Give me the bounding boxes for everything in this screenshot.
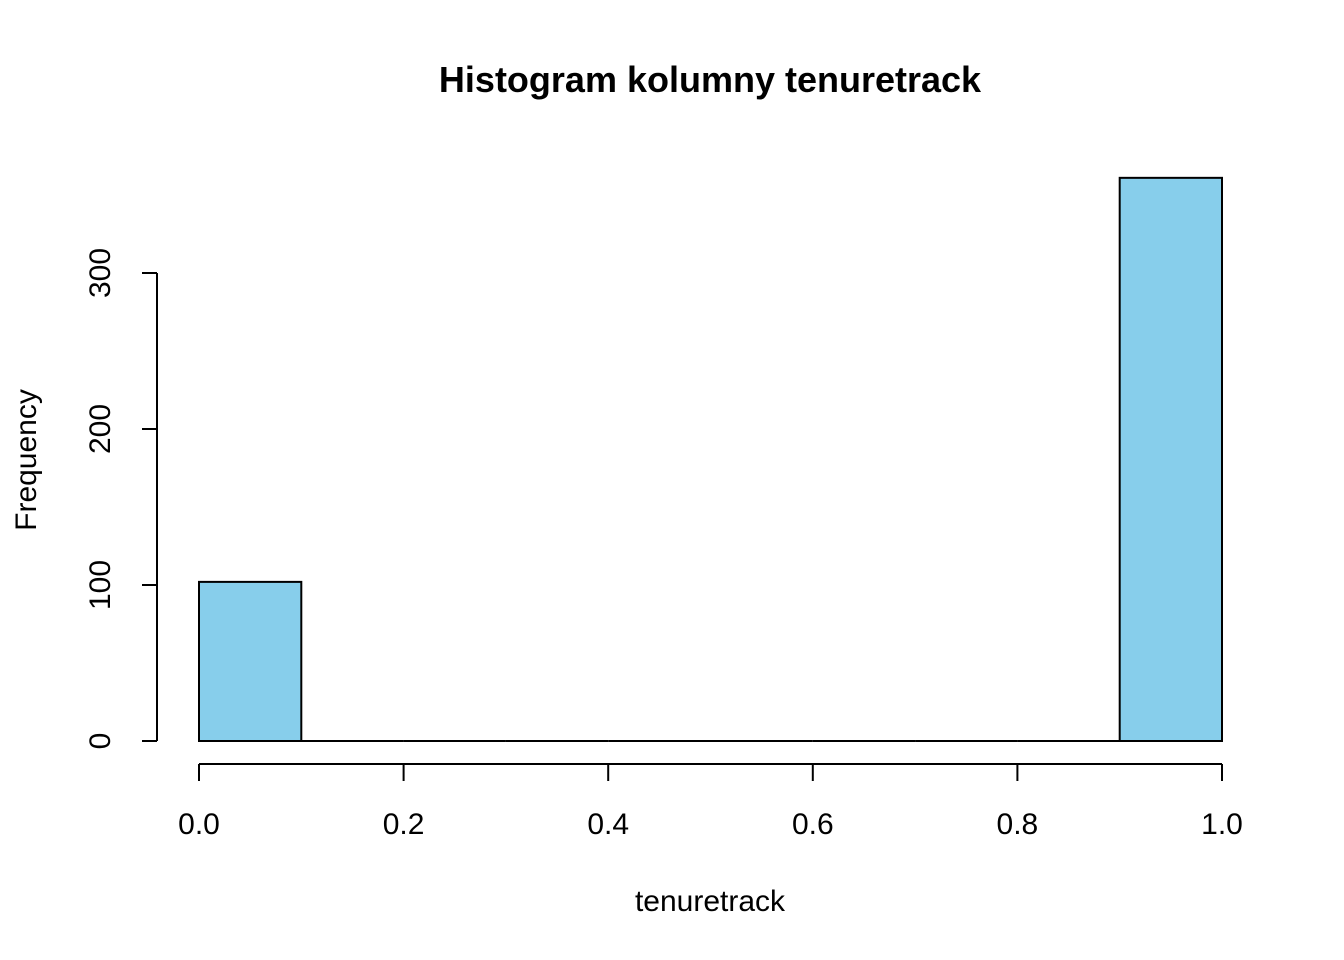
y-tick-label: 0: [84, 733, 117, 750]
chart-title: Histogram kolumny tenuretrack: [439, 59, 982, 100]
bars-group: [198, 176, 1223, 742]
x-axis-label: tenuretrack: [635, 885, 786, 918]
y-axis-label: Frequency: [10, 389, 43, 531]
x-tick-label: 0.6: [792, 808, 834, 841]
histogram-bar-0: [198, 580, 303, 742]
x-tick-label: 0.8: [997, 808, 1039, 841]
histogram-bar-9: [1118, 176, 1223, 742]
x-tick-label: 0.2: [383, 808, 425, 841]
x-axis: 0.0 0.2 0.4 0.6 0.8 1.0: [178, 763, 1243, 841]
y-tick-label: 100: [84, 560, 117, 610]
y-tick-label: 200: [84, 404, 117, 454]
x-tick-label: 0.0: [178, 808, 220, 841]
x-tick-label: 1.0: [1201, 808, 1243, 841]
x-tick-label: 0.4: [587, 808, 629, 841]
y-axis: 0 100 200 300: [84, 248, 158, 750]
y-tick-label: 300: [84, 248, 117, 298]
